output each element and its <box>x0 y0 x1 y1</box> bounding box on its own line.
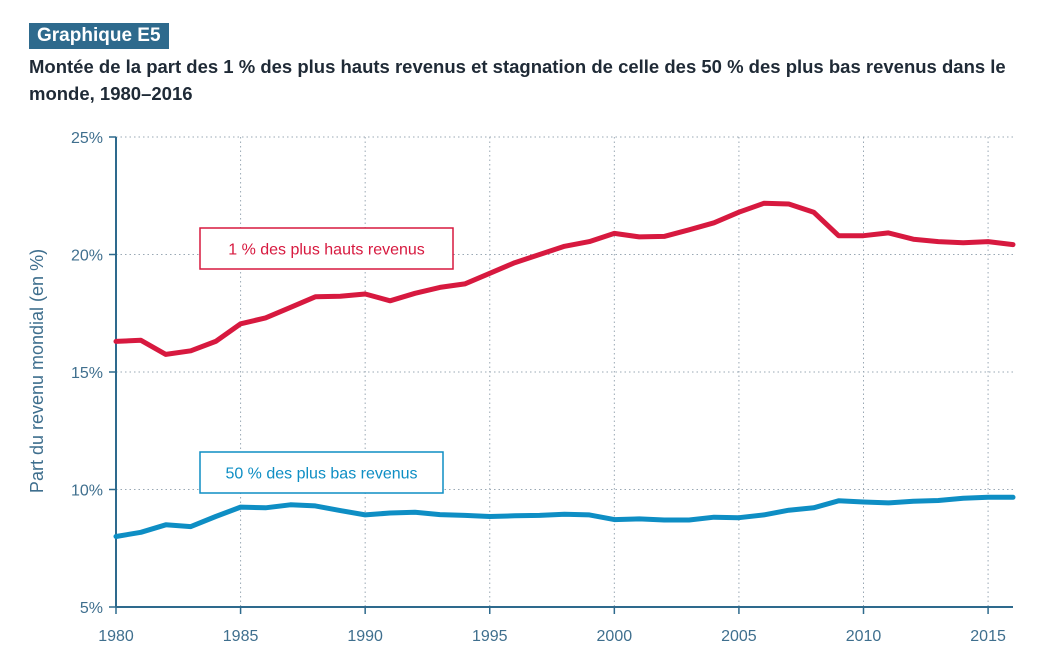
series-line-top1 <box>113 200 1016 357</box>
legend-label-top1: 1 % des plus hauts revenus <box>228 242 425 259</box>
figure-badge: Graphique E5 <box>29 23 169 49</box>
series-line-bottom50 <box>113 494 1016 539</box>
y-tick-label: 10% <box>71 483 103 500</box>
x-tick-label: 1980 <box>98 628 134 645</box>
chart-title: Montée de la part des 1 % des plus hauts… <box>29 56 1006 104</box>
legend-box-bottom50 <box>199 451 444 494</box>
x-tick-label: 2010 <box>846 628 882 645</box>
x-tick-label: 2005 <box>721 628 757 645</box>
y-tick-label: 25% <box>71 130 103 147</box>
y-tick-label: 20% <box>71 248 103 265</box>
legend-box-top1 <box>199 227 454 270</box>
series-labels: 1 % des plus hauts revenus 50 % des plus … <box>199 227 454 494</box>
y-tick-label: 5% <box>80 600 103 617</box>
legend-label-bottom50: 50 % des plus bas revenus <box>225 466 417 483</box>
ticks: 5% 10% 15% 20% 25% 1980 1985 1990 1995 2000 2005 20… <box>71 130 1006 645</box>
y-axis-label: Part du revenu mondial (en %) <box>27 249 47 493</box>
grid <box>116 136 1013 607</box>
x-tick-label: 2015 <box>970 628 1006 645</box>
x-tick-label: 1990 <box>347 628 383 645</box>
axes <box>109 136 1013 614</box>
series-lines <box>113 200 1016 539</box>
x-tick-label: 1985 <box>223 628 259 645</box>
x-tick-label: 2000 <box>597 628 633 645</box>
y-tick-label: 15% <box>71 365 103 382</box>
x-tick-label: 1995 <box>472 628 508 645</box>
